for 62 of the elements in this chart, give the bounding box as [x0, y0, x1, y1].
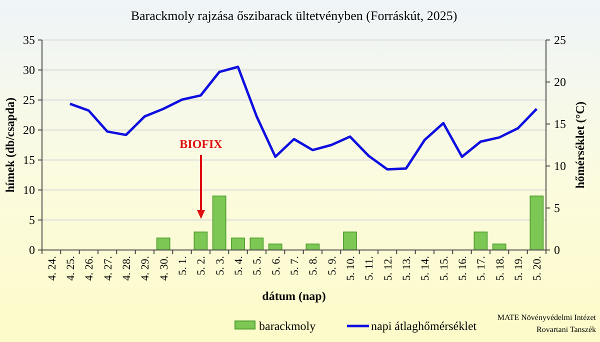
x-tick-label: 5. 3.: [214, 256, 226, 276]
x-tick-label: 5. 6.: [270, 256, 282, 276]
x-tick-label: 4. 25.: [65, 256, 77, 281]
y2-tick-label: 5: [554, 201, 560, 215]
x-tick-label: 5. 2.: [196, 256, 208, 276]
y-tick-label: 25: [23, 93, 35, 107]
x-axis-title: dátum (nap): [262, 289, 326, 303]
y2-axis-title: hőmérséklet (°C): [573, 101, 587, 189]
bar: [530, 196, 544, 250]
y-axis-title: hímek (db/csapda): [3, 97, 17, 193]
x-tick-label: 5. 17.: [476, 256, 488, 281]
y-tick-label: 30: [23, 63, 35, 77]
chart-title: Barackmoly rajzása őszibarack ültetvényben (Forráskút, 2025): [130, 8, 458, 23]
x-tick-label: 4. 27.: [102, 256, 114, 281]
y-tick-label: 35: [23, 33, 35, 47]
line-series: [68, 66, 538, 171]
x-tick-label: 5. 11.: [364, 256, 376, 280]
x-tick-label: 5. 12.: [382, 256, 394, 281]
x-tick-label: 5. 10.: [345, 256, 357, 281]
x-tick-label: 5. 5.: [252, 256, 264, 276]
bar: [492, 244, 506, 250]
x-tick-label: 5. 9.: [326, 256, 338, 276]
x-tick-label: 5. 1.: [177, 256, 189, 276]
x-tick-label: 5. 14.: [420, 256, 432, 281]
x-tick-label: 4. 24.: [46, 256, 58, 281]
x-tick-label: 5. 15.: [438, 256, 450, 281]
y-tick-label: 15: [23, 153, 35, 167]
legend-label: barackmoly: [259, 319, 316, 333]
annotation: BIOFIX: [180, 137, 223, 151]
y2-tick-label: 25: [554, 33, 566, 47]
y2-tick-label: 10: [554, 159, 566, 173]
x-tick-label: 5. 19.: [513, 256, 525, 281]
bar: [474, 232, 488, 250]
bar: [343, 232, 357, 250]
y-tick-label: 20: [23, 123, 35, 137]
x-tick-label: 5. 18.: [494, 256, 506, 281]
x-tick-label: 4. 30.: [158, 256, 170, 281]
y-tick-label: 0: [29, 243, 35, 257]
x-tick-label: 4. 26.: [84, 256, 96, 281]
y-tick-label: 10: [23, 183, 35, 197]
x-tick-label: 5. 13.: [401, 256, 413, 281]
bar: [231, 238, 245, 250]
x-tick-label: 4. 29.: [140, 256, 152, 281]
y2-tick-label: 15: [554, 117, 566, 131]
y-tick-label: 5: [29, 213, 35, 227]
bar: [306, 244, 320, 250]
x-tick-label: 5. 4.: [233, 256, 245, 276]
x-tick-label: 5. 16.: [457, 256, 469, 281]
text: MATE Növényvédelmi Intézet: [497, 313, 597, 322]
x-tick-label: 4. 28.: [121, 256, 133, 281]
x-tick-label: 5. 20.: [532, 256, 544, 281]
bar: [250, 238, 264, 250]
bar: [156, 238, 170, 250]
text: Rovartani Tanszék: [536, 325, 596, 334]
bar: [194, 232, 208, 250]
x-tick-label: 5. 8.: [308, 256, 320, 276]
y2-tick-label: 0: [554, 243, 560, 257]
bar: [212, 196, 226, 250]
y2-tick-label: 20: [554, 75, 566, 89]
bar: [268, 244, 282, 250]
legend-label: napi átlaghőmérséklet: [371, 319, 478, 333]
x-tick-label: 5. 7.: [289, 256, 301, 276]
